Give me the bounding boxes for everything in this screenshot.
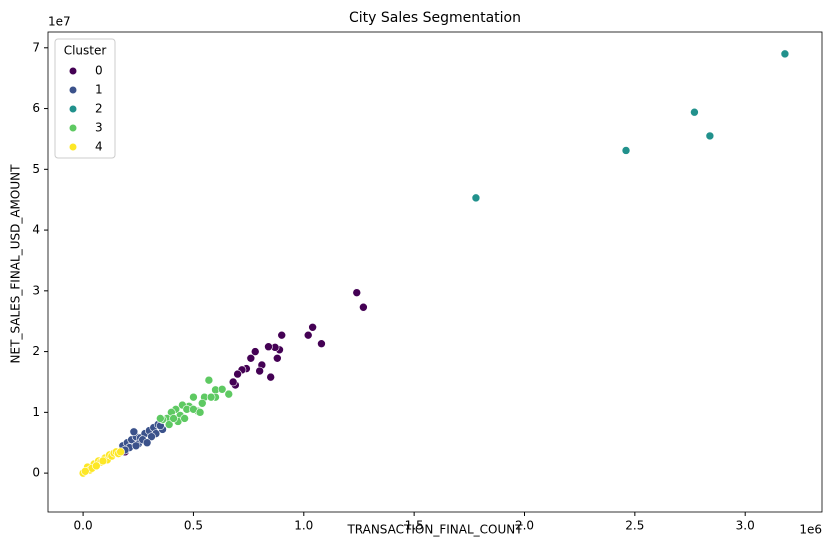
y-tick-label: 3: [32, 283, 40, 297]
chart-title: City Sales Segmentation: [349, 10, 521, 26]
point: [197, 398, 207, 408]
point: [180, 414, 189, 423]
point: [98, 456, 108, 466]
y-offset-label: 1e7: [48, 15, 71, 29]
point: [255, 366, 264, 376]
point: [164, 420, 174, 429]
point: [303, 330, 313, 340]
y-tick-label: 5: [32, 162, 40, 176]
point: [266, 372, 275, 382]
y-tick-label: 0: [32, 466, 40, 480]
point: [147, 432, 156, 441]
point: [352, 288, 362, 297]
x-tick-label: 2.0: [515, 519, 534, 533]
x-tick-label: 0.0: [74, 519, 93, 533]
point: [189, 392, 198, 402]
point: [264, 342, 273, 352]
x-tick-label: 1.0: [294, 519, 313, 533]
legend-label: 2: [95, 102, 103, 116]
y-tick-label: 1: [32, 405, 40, 419]
point: [690, 107, 699, 117]
legend-marker: [69, 105, 77, 113]
legend-marker: [69, 124, 77, 132]
point: [224, 389, 234, 399]
x-tick-label: 3.0: [736, 519, 755, 533]
point: [273, 353, 282, 363]
legend-label: 1: [95, 83, 103, 97]
point: [246, 353, 256, 363]
point: [233, 369, 242, 379]
legend-marker: [69, 86, 77, 94]
point: [471, 193, 481, 203]
x-tick-label: 0.5: [184, 519, 203, 533]
x-tick-label: 2.5: [625, 519, 644, 533]
point: [156, 414, 165, 423]
legend: Cluster 0 1 2 3 4: [54, 38, 116, 159]
x-offset-label: 1e6: [799, 523, 822, 537]
legend-marker: [69, 67, 77, 75]
point: [195, 408, 205, 417]
point: [277, 330, 287, 340]
point: [204, 375, 214, 385]
point: [308, 322, 317, 332]
point: [80, 466, 90, 476]
legend-label: 0: [95, 64, 103, 78]
point: [359, 302, 368, 312]
legend-marker: [69, 143, 77, 151]
y-tick-label: 7: [32, 40, 40, 54]
x-tick-label: 1.5: [405, 519, 424, 533]
point: [228, 377, 238, 387]
y-axis-label: NET_SALES_FINAL_USD_AMOUNT: [9, 164, 23, 364]
legend-label: 3: [95, 121, 103, 135]
point: [129, 427, 139, 437]
point: [217, 384, 227, 394]
legend-title: Cluster: [64, 44, 107, 58]
x-axis-label: TRANSACTION_FINAL_COUNT: [346, 523, 523, 537]
point: [206, 392, 216, 402]
point: [780, 49, 790, 59]
point: [169, 414, 178, 423]
point: [142, 438, 152, 448]
legend-label: 4: [95, 140, 103, 154]
y-tick-label: 6: [32, 101, 40, 115]
y-tick-label: 2: [32, 344, 40, 358]
point: [250, 347, 260, 356]
point: [131, 441, 141, 451]
point: [92, 461, 101, 471]
point: [621, 146, 631, 155]
y-tick-label: 4: [32, 223, 40, 237]
point: [705, 131, 715, 141]
point: [317, 339, 326, 348]
plot-frame: [47, 31, 823, 513]
point: [116, 447, 125, 457]
